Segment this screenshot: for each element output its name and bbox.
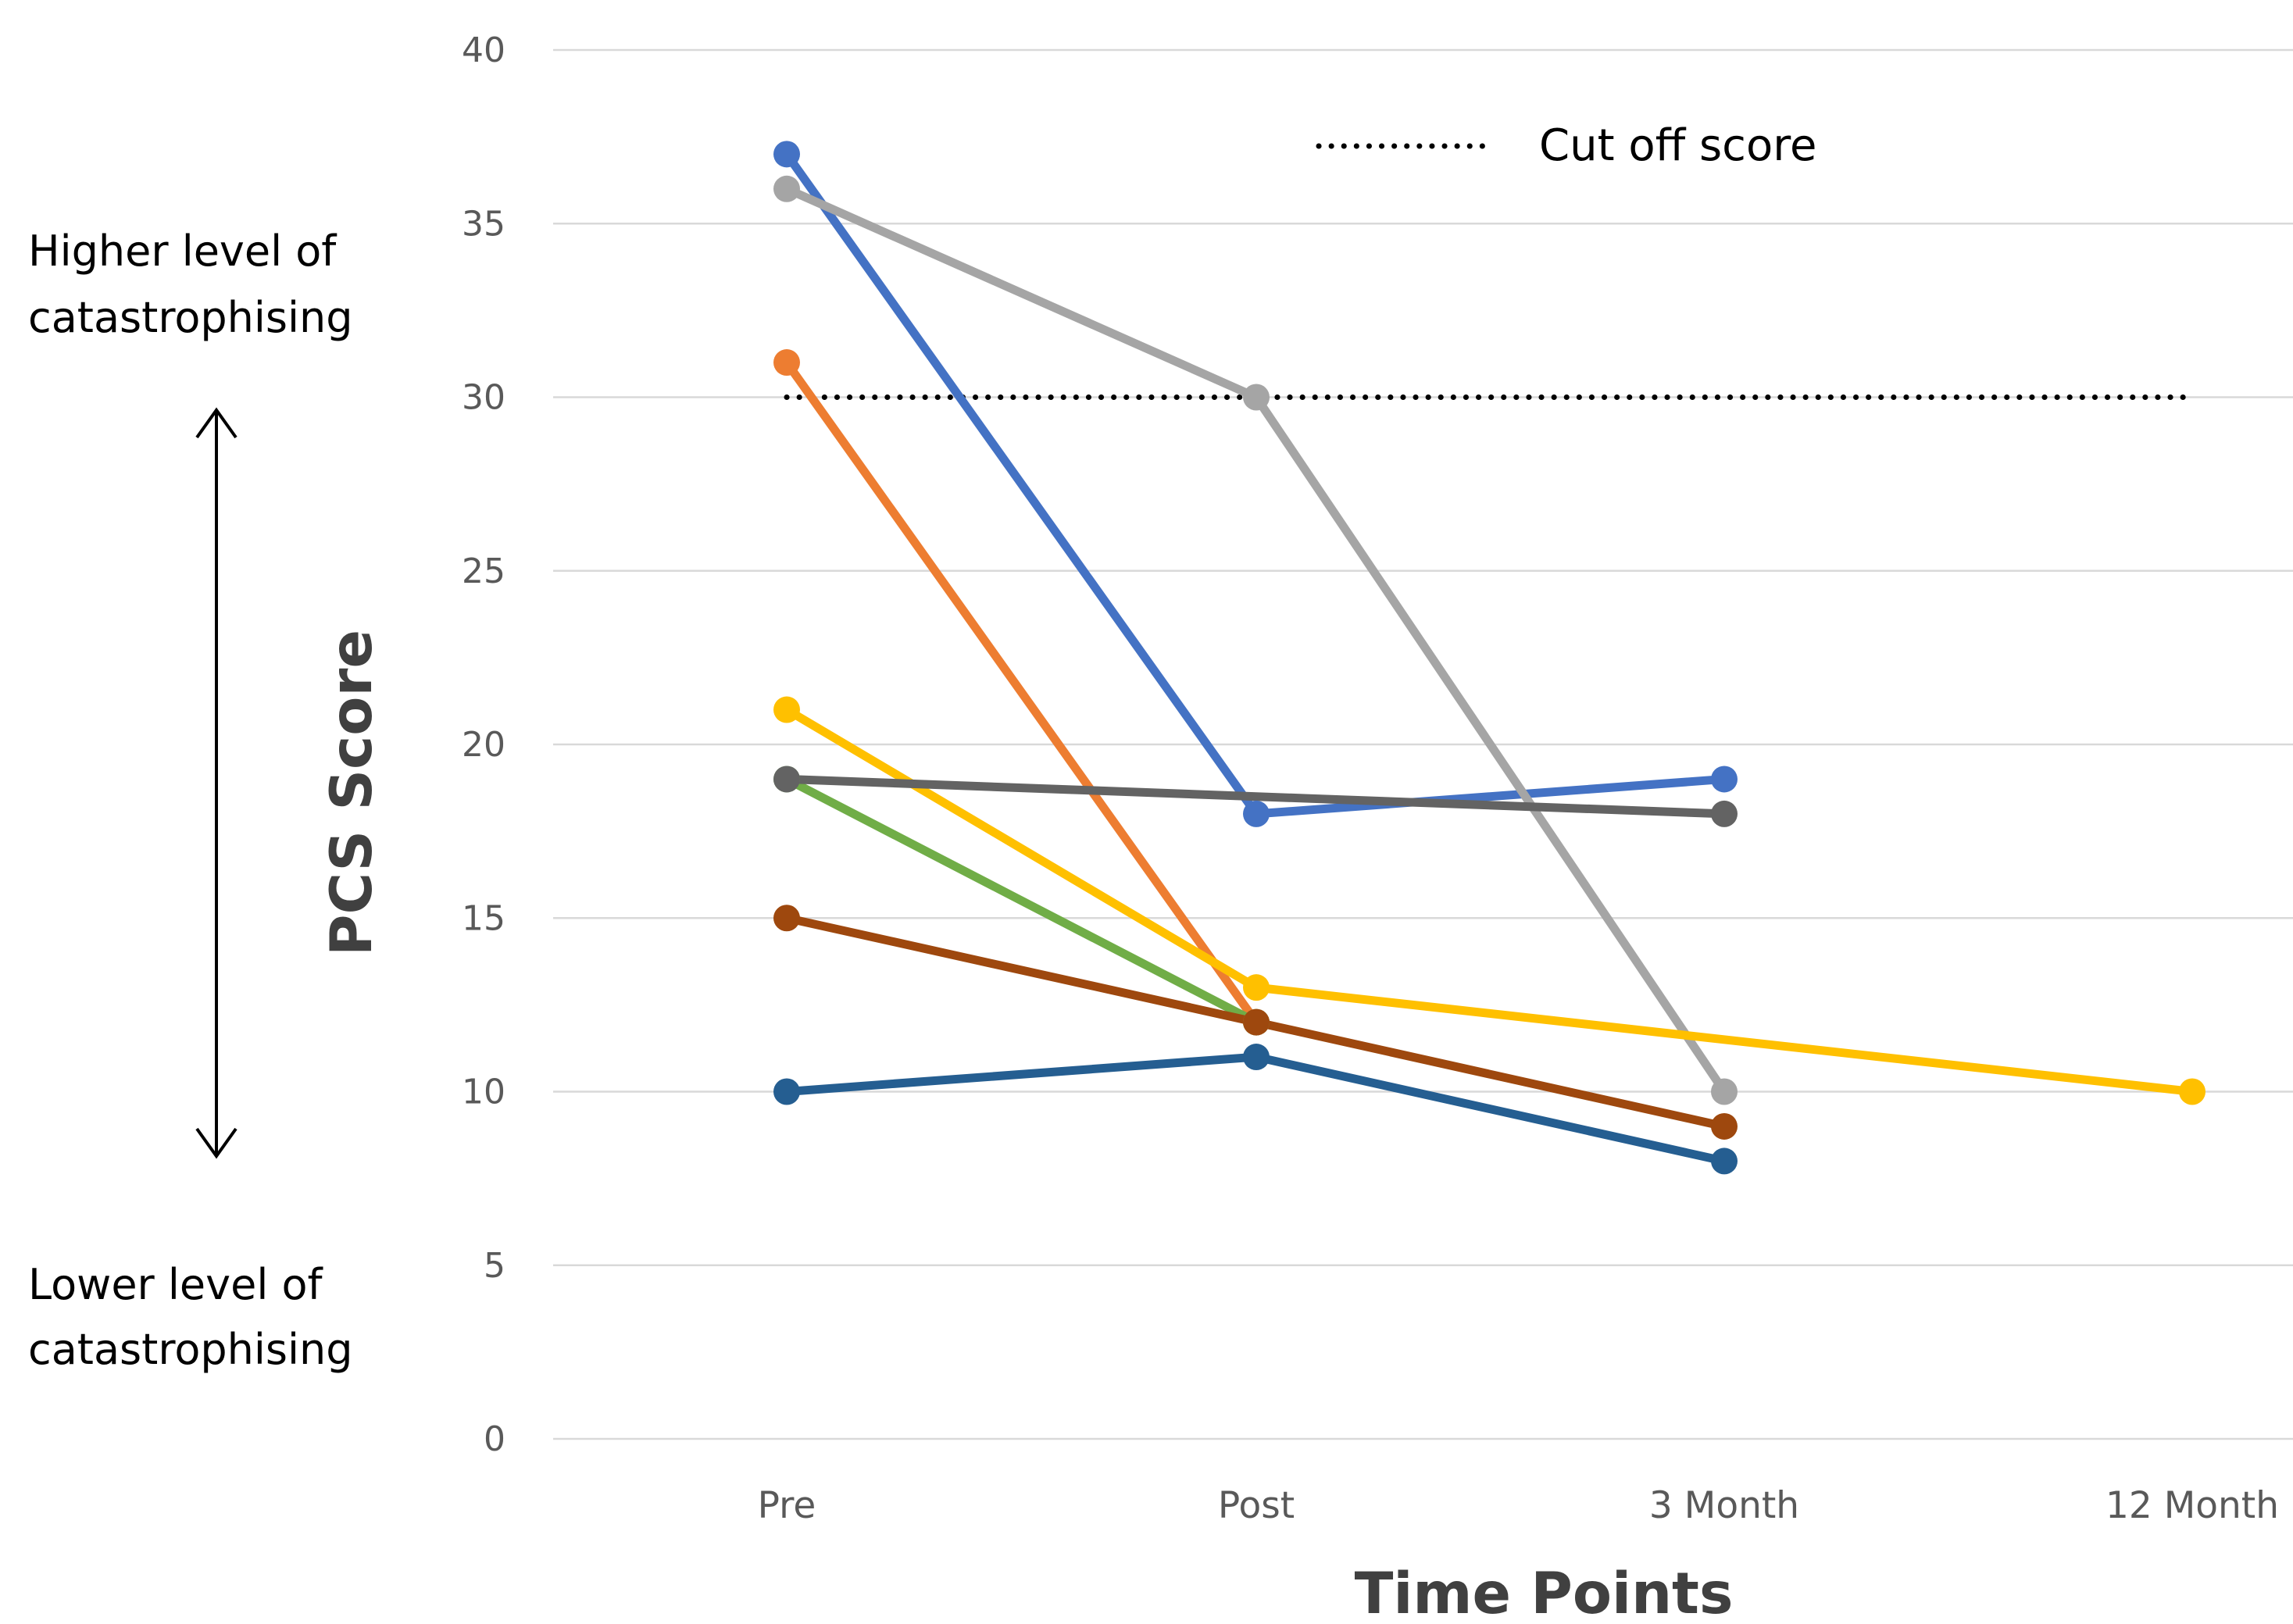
legend: Cut off score <box>1316 120 1816 171</box>
x-axis-title: Time Points <box>1355 1561 1734 1624</box>
series-7-point-2 <box>1711 1148 1738 1175</box>
x-tick-label-0: Pre <box>758 1484 816 1527</box>
x-tick-label-2: 3 Month <box>1649 1484 1799 1527</box>
series-6-point-1 <box>1243 1008 1270 1036</box>
series-line-7 <box>782 1052 1729 1165</box>
y-tick-label-20: 20 <box>462 725 505 765</box>
y-tick-label-35: 35 <box>462 204 505 244</box>
series-line-5 <box>782 705 2197 1096</box>
series-line-3 <box>782 358 1261 1027</box>
x-tick-labels: Pre Post 3 Month 12 Month <box>758 1484 2279 1527</box>
series-1-point-2 <box>1711 766 1738 793</box>
y-tick-label-25: 25 <box>462 551 505 591</box>
x-tick-label-3: 12 Month <box>2105 1484 2279 1527</box>
x-tick-label-1: Post <box>1218 1484 1295 1527</box>
series-8-point-2 <box>1711 800 1738 827</box>
y-tick-label-5: 5 <box>484 1246 505 1286</box>
higher-note-line-1: Higher level of <box>28 227 338 276</box>
legend-cutoff-label: Cut off score <box>1539 120 1816 171</box>
y-tick-label-10: 10 <box>462 1073 505 1112</box>
series-8-point-0 <box>773 766 800 793</box>
double-headed-arrow <box>195 407 238 1159</box>
lower-note-line-2: catastrophising <box>28 1325 353 1374</box>
series-7-point-0 <box>773 1078 800 1105</box>
series-6-point-0 <box>773 905 800 932</box>
series-line-4 <box>782 774 1261 1027</box>
series-7-point-1 <box>1243 1044 1270 1071</box>
series-markers <box>773 141 2205 1175</box>
lower-note-line-1: Lower level of <box>28 1260 324 1309</box>
series-1-point-0 <box>773 141 800 168</box>
series-lines <box>782 149 2197 1165</box>
series-3-point-0 <box>773 349 800 377</box>
series-6-point-2 <box>1711 1112 1738 1140</box>
y-tick-label-30: 30 <box>462 378 505 418</box>
series-5-point-3 <box>2179 1078 2205 1105</box>
y-axis-title: PCS Score <box>319 630 385 956</box>
series-1-point-1 <box>1243 800 1270 827</box>
gridlines <box>553 48 2293 1440</box>
series-line-8 <box>782 774 1729 819</box>
higher-catastrophising-note: Higher level of catastrophising <box>28 227 353 342</box>
arrow-head-down <box>195 1127 238 1159</box>
y-tick-label-0: 0 <box>484 1419 505 1459</box>
series-line-2 <box>782 184 1729 1096</box>
series-2-point-1 <box>1243 384 1270 411</box>
higher-note-line-2: catastrophising <box>28 293 353 342</box>
y-tick-label-40: 40 <box>462 30 505 70</box>
y-tick-labels: 0 5 10 15 20 25 30 35 40 <box>462 30 505 1459</box>
lower-catastrophising-note: Lower level of catastrophising <box>28 1260 353 1374</box>
series-2-point-2 <box>1711 1078 1738 1105</box>
y-tick-label-15: 15 <box>462 898 505 938</box>
arrow-head-up <box>195 407 238 439</box>
series-5-point-0 <box>773 696 800 723</box>
series-2-point-0 <box>773 175 800 202</box>
series-5-point-1 <box>1243 974 1270 1001</box>
